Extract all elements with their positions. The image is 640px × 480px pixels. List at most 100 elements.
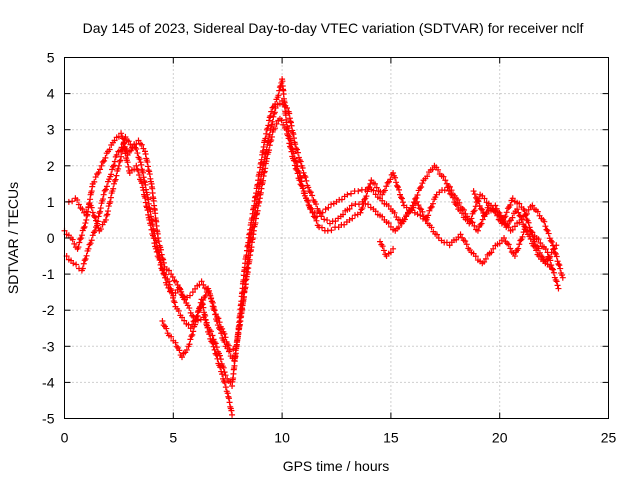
data-point — [96, 210, 103, 217]
data-point — [533, 247, 540, 254]
data-point — [79, 206, 86, 213]
data-point — [275, 92, 282, 99]
data-point — [496, 209, 503, 216]
data-point — [155, 238, 162, 245]
data-point — [385, 202, 392, 209]
data-point — [70, 260, 77, 267]
data-point — [509, 195, 516, 202]
data-point — [222, 372, 229, 379]
data-point — [146, 216, 153, 223]
data-point — [71, 240, 78, 247]
data-point — [554, 258, 561, 265]
data-point — [457, 231, 464, 238]
data-point — [210, 343, 217, 350]
data-point — [419, 180, 426, 187]
data-point — [377, 238, 384, 245]
data-point — [112, 176, 119, 183]
data-point — [271, 109, 278, 116]
data-point — [470, 188, 477, 195]
data-point — [69, 236, 76, 243]
data-point — [179, 354, 186, 361]
data-point — [541, 218, 548, 225]
data-point — [80, 260, 87, 267]
data-point — [299, 185, 306, 192]
data-point — [147, 222, 154, 229]
data-point — [298, 182, 305, 189]
data-point — [280, 121, 287, 128]
data-point — [460, 206, 467, 213]
data-point — [103, 212, 110, 219]
data-point — [522, 211, 529, 218]
data-point — [102, 216, 109, 223]
data-point — [160, 322, 167, 329]
data-point — [169, 274, 176, 281]
data-point — [214, 355, 221, 362]
data-point — [189, 331, 196, 338]
data-point — [414, 192, 421, 199]
data-point — [426, 207, 433, 214]
data-point — [325, 204, 332, 211]
data-point — [101, 157, 108, 164]
data-point — [558, 272, 565, 279]
data-point — [304, 197, 311, 204]
data-point — [188, 333, 195, 340]
data-point — [263, 130, 270, 137]
data-point — [542, 246, 549, 253]
data-point — [447, 190, 454, 197]
data-point — [173, 343, 180, 350]
data-point — [183, 346, 190, 353]
data-point — [91, 214, 98, 221]
data-point — [387, 249, 394, 256]
data-point — [272, 125, 279, 132]
data-point — [308, 205, 315, 212]
data-point — [440, 173, 447, 180]
data-point — [208, 338, 215, 345]
data-point — [217, 364, 224, 371]
data-point — [309, 192, 316, 199]
data-point — [118, 130, 125, 137]
data-point — [519, 233, 526, 240]
data-point — [355, 188, 362, 195]
data-point — [102, 154, 109, 161]
data-point — [157, 261, 164, 268]
y-tick-label: -4 — [42, 374, 55, 390]
y-tick-label: -2 — [42, 302, 55, 318]
data-point — [477, 205, 484, 212]
data-point — [507, 245, 514, 252]
data-point — [69, 198, 76, 205]
data-point — [162, 271, 169, 278]
data-point — [495, 208, 502, 215]
data-point — [113, 172, 120, 179]
data-point — [550, 266, 557, 273]
data-point — [414, 198, 421, 205]
data-point — [115, 165, 122, 172]
data-point — [557, 265, 564, 272]
data-point — [505, 241, 512, 248]
data-point — [397, 191, 403, 198]
data-point — [294, 149, 301, 156]
data-point — [189, 312, 196, 319]
data-point — [203, 286, 210, 293]
y-tick-label: -3 — [42, 338, 55, 354]
data-point — [500, 219, 507, 226]
data-point — [396, 186, 403, 193]
data-point — [295, 154, 302, 161]
data-point — [172, 339, 179, 346]
x-axis-label: GPS time / hours — [283, 458, 390, 474]
data-point — [372, 208, 379, 215]
data-point — [160, 259, 167, 266]
data-point — [527, 227, 534, 234]
data-point — [153, 248, 160, 255]
data-point — [417, 212, 424, 219]
data-point — [221, 379, 228, 386]
data-point — [321, 216, 328, 223]
data-point — [124, 159, 131, 166]
data-point — [554, 282, 561, 289]
data-point — [318, 224, 325, 231]
data-point — [453, 202, 460, 209]
data-point — [547, 253, 554, 260]
data-point — [221, 330, 228, 337]
data-point — [214, 322, 221, 329]
data-point — [490, 245, 497, 252]
